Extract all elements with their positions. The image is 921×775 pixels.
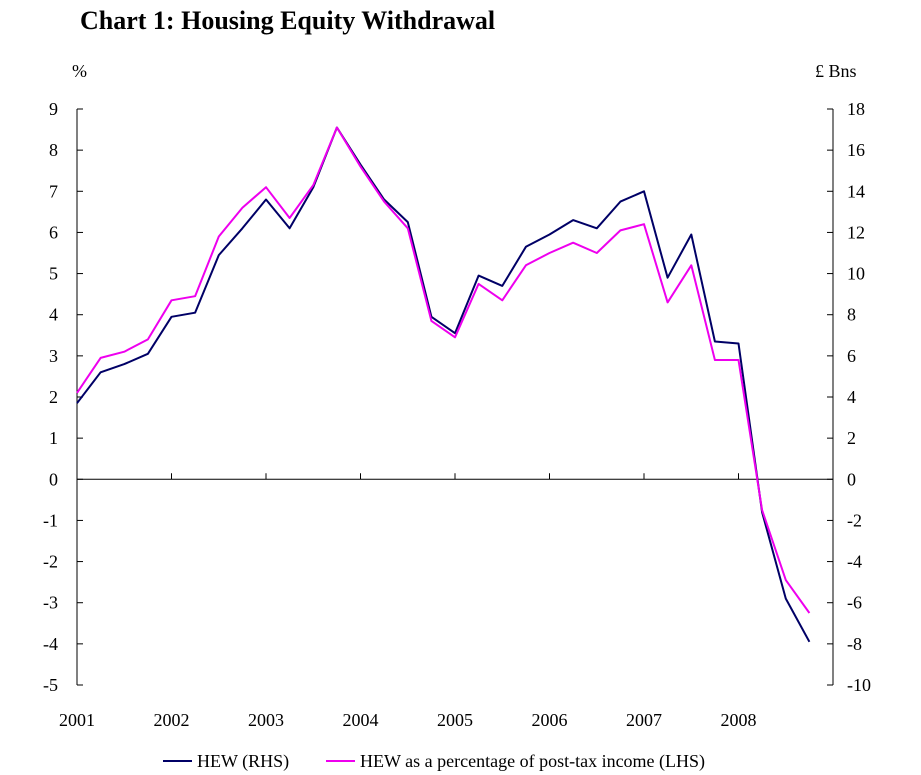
- right-tick-label: -6: [847, 593, 862, 613]
- right-tick-label: 12: [847, 222, 865, 242]
- right-tick-label: 10: [847, 264, 865, 284]
- left-tick-label: -2: [43, 552, 58, 572]
- right-tick-label: 16: [847, 140, 865, 160]
- x-tick-label: 2002: [154, 710, 190, 730]
- left-tick-label: -4: [43, 634, 58, 654]
- legend-label-hew-percentage: HEW as a percentage of post-tax income (…: [360, 751, 705, 772]
- left-tick-label: -3: [43, 593, 58, 613]
- right-tick-label: 2: [847, 428, 856, 448]
- right-tick-label: 4: [847, 387, 856, 407]
- right-tick-label: 6: [847, 346, 856, 366]
- chart-title: Chart 1: Housing Equity Withdrawal: [80, 6, 496, 35]
- legend-label-hew: HEW (RHS): [197, 751, 289, 772]
- right-tick-label: 8: [847, 305, 856, 325]
- left-tick-label: -5: [43, 675, 58, 695]
- x-tick-label: 2005: [437, 710, 473, 730]
- x-axis-labels: 2001 2002 2003 2004 2005 2006 2007 2008: [59, 710, 757, 730]
- x-tick-label: 2006: [532, 710, 568, 730]
- right-tick-label: -8: [847, 634, 862, 654]
- left-tick-label: 0: [49, 469, 58, 489]
- x-tick-label: 2008: [721, 710, 757, 730]
- left-tick-label: 8: [49, 140, 58, 160]
- left-axis: 9 8 7 6 5 4 3 2 1 0 -1 -2 -3 -4 -5: [43, 99, 83, 695]
- x-tick-label: 2001: [59, 710, 95, 730]
- hew-percentage-lhs-line: [76, 126, 811, 614]
- left-tick-label: 2: [49, 387, 58, 407]
- right-tick-label: 14: [847, 181, 865, 201]
- right-tick-label: -2: [847, 510, 862, 530]
- left-tick-label: 4: [49, 305, 58, 325]
- x-tick-label: 2003: [248, 710, 284, 730]
- right-tick-label: -4: [847, 552, 862, 572]
- zero-baseline: [77, 473, 833, 480]
- right-tick-label: -10: [847, 675, 871, 695]
- left-tick-label: 9: [49, 99, 58, 119]
- right-axis-unit: £ Bns: [815, 61, 857, 81]
- left-tick-label: 1: [49, 428, 58, 448]
- left-axis-unit: %: [72, 61, 87, 81]
- left-tick-label: -1: [43, 510, 58, 530]
- right-tick-label: 0: [847, 469, 856, 489]
- series-lines: [76, 126, 811, 643]
- x-tick-label: 2007: [626, 710, 662, 730]
- left-tick-label: 6: [49, 222, 58, 242]
- right-axis: 18 16 14 12 10 8 6 4 2 0 -2 -4 -6 -8 -10: [827, 99, 871, 695]
- left-tick-label: 5: [49, 264, 58, 284]
- left-tick-label: 3: [49, 346, 58, 366]
- legend: HEW (RHS) HEW as a percentage of post-ta…: [163, 751, 705, 772]
- left-tick-label: 7: [49, 181, 58, 201]
- right-tick-label: 18: [847, 99, 865, 119]
- hew-rhs-line: [76, 126, 811, 643]
- x-tick-label: 2004: [343, 710, 379, 730]
